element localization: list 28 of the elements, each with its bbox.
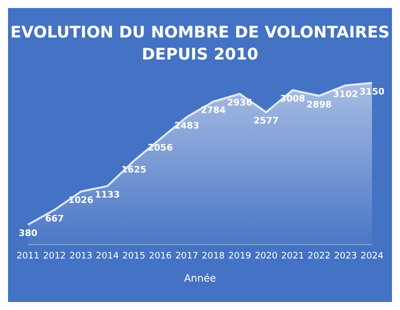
x-tick-label: 2022 bbox=[308, 252, 331, 262]
x-tick-label: 2021 bbox=[281, 252, 304, 262]
x-tick-label: 2015 bbox=[122, 252, 146, 262]
chart-title: EVOLUTION DU NOMBRE DE VOLONTAIRES DEPUIS 2010 bbox=[10, 22, 390, 64]
data-label: 1133 bbox=[94, 190, 120, 201]
data-label: 667 bbox=[45, 214, 64, 224]
data-label: 1026 bbox=[68, 196, 94, 206]
data-label: 2784 bbox=[200, 106, 226, 116]
x-axis-title: Année bbox=[184, 274, 216, 284]
data-label: 3102 bbox=[333, 90, 358, 100]
data-label: 2898 bbox=[306, 100, 332, 110]
x-tick-label: 2011 bbox=[16, 252, 40, 262]
x-tick-label: 2014 bbox=[96, 252, 120, 262]
x-tick-label: 2020 bbox=[254, 252, 278, 262]
x-tick-label: 2019 bbox=[228, 252, 252, 262]
x-tick-label: 2013 bbox=[69, 252, 92, 262]
x-tick-label: 2023 bbox=[334, 252, 357, 262]
x-tick-label: 2012 bbox=[43, 252, 66, 262]
x-tick-label: 2018 bbox=[202, 252, 225, 262]
x-tick-label: 2016 bbox=[148, 252, 172, 262]
data-label: 3150 bbox=[359, 87, 385, 98]
data-label: 2936 bbox=[227, 98, 252, 108]
x-tick-label: 2017 bbox=[175, 252, 198, 262]
x-tick-label: 2024 bbox=[360, 252, 384, 262]
data-label: 2056 bbox=[148, 143, 173, 154]
data-label: 2483 bbox=[174, 122, 200, 132]
data-label: 380 bbox=[18, 229, 38, 240]
data-label: 2577 bbox=[254, 116, 279, 127]
